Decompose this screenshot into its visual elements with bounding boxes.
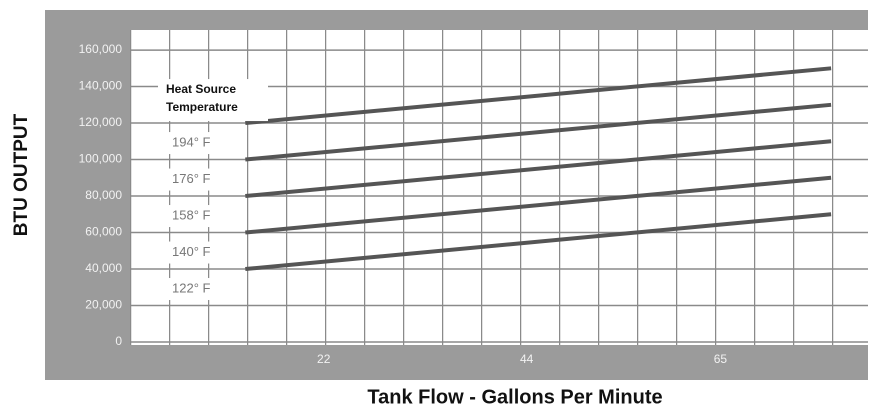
series-label-box <box>165 241 237 264</box>
y-tick-label: 100,000 <box>79 152 123 166</box>
x-axis-band <box>130 345 868 380</box>
annotation: Heat Source <box>166 82 236 96</box>
y-tick-label: 60,000 <box>85 225 122 239</box>
series-label: 194° F <box>172 134 211 149</box>
column-grid <box>130 30 868 345</box>
y-tick-label: 0 <box>115 334 122 348</box>
series-label-box <box>165 278 237 301</box>
x-axis-label: Tank Flow - Gallons Per Minute <box>367 386 662 408</box>
y-tick-label: 160,000 <box>79 42 123 56</box>
series-label: 122° F <box>172 280 211 295</box>
series-line <box>245 139 832 199</box>
y-tick-label: 80,000 <box>85 188 122 202</box>
y-tick-label: 40,000 <box>85 261 122 275</box>
annotation: Temperature <box>166 100 238 114</box>
series-line <box>245 212 832 272</box>
x-tick-label: 22 <box>317 352 331 366</box>
series-label-box <box>165 132 237 155</box>
series-label: 158° F <box>172 207 211 222</box>
x-tick-label: 44 <box>520 352 534 366</box>
series-line <box>245 175 832 235</box>
series-line <box>245 102 832 162</box>
y-tick-label: 120,000 <box>79 115 123 129</box>
y-axis-label: BTU OUTPUT <box>11 113 32 236</box>
series-label: 140° F <box>172 244 211 259</box>
series-label-box <box>165 168 237 191</box>
series-label: 176° F <box>172 171 211 186</box>
annotation-box <box>158 79 268 122</box>
y-tick-label: 20,000 <box>85 298 122 312</box>
x-tick-label: 65 <box>714 352 728 366</box>
series-label-box <box>165 205 237 228</box>
y-tick-label: 140,000 <box>79 79 123 93</box>
series-line <box>245 66 832 126</box>
